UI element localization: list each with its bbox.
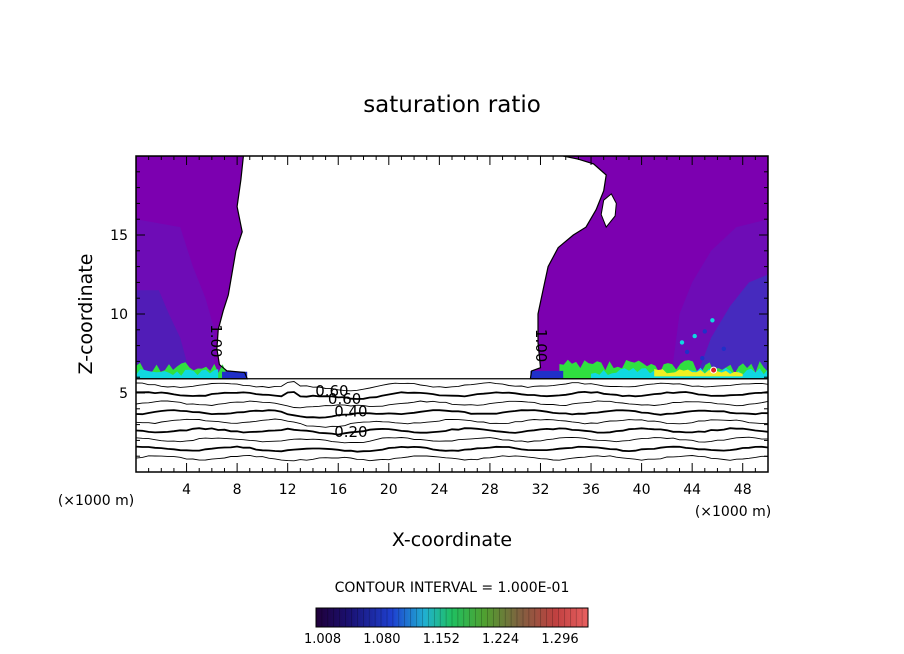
contour-line <box>136 400 768 409</box>
x-tick-label: 8 <box>233 482 242 498</box>
saturation-speckle <box>721 346 726 351</box>
x-axis-unit-left: (×1000 m) <box>58 493 134 509</box>
colorbar <box>315 607 589 628</box>
saturation-speckle <box>692 333 697 339</box>
contour-line <box>136 390 768 400</box>
x-axis-unit-right: (×1000 m) <box>695 504 771 520</box>
contour-line <box>136 445 768 453</box>
x-axis-ticks: 4 8 12 16 20 24 28 32 36 40 44 48 <box>148 156 756 498</box>
saturation-speckle <box>700 356 705 361</box>
subsaturated-contour-lines <box>136 378 768 462</box>
contour-line <box>136 381 768 392</box>
cyan-band-left <box>136 369 219 379</box>
contour-line <box>136 418 768 428</box>
x-tick-label: 32 <box>532 482 550 498</box>
contour-line <box>136 409 768 419</box>
blue-band-left <box>222 371 248 378</box>
chart-title: saturation ratio <box>363 92 541 118</box>
y-axis-ticks: 5 10 15 <box>110 171 768 457</box>
shade-right-inner <box>698 274 768 371</box>
saturation-speckle <box>679 340 685 345</box>
colorbar-tick-label: 1.080 <box>363 632 400 647</box>
x-tick-label: 44 <box>683 482 701 498</box>
contour-label: 1.00 <box>207 324 225 357</box>
y-tick-label: 15 <box>110 228 128 244</box>
x-tick-label: 4 <box>182 482 191 498</box>
blue-band-right <box>530 370 564 378</box>
contour-1-00-left <box>136 156 249 380</box>
x-tick-label: 28 <box>481 482 499 498</box>
x-tick-label: 16 <box>329 482 347 498</box>
saturation-speckle <box>702 329 707 334</box>
contour-label: 0.20 <box>334 423 367 441</box>
contour-label: 0.60 <box>328 390 361 408</box>
colorbar-tick-label: 1.152 <box>423 632 460 647</box>
contour-line <box>136 427 768 436</box>
y-tick-label: 10 <box>110 307 128 323</box>
y-axis-title: Z-coordinate <box>75 254 97 375</box>
colorbar-tick-label: 1.008 <box>304 632 341 647</box>
x-tick-label: 12 <box>279 482 297 498</box>
red-spot <box>710 366 718 374</box>
shade-left-inner <box>136 290 190 371</box>
x-tick-label: 36 <box>582 482 600 498</box>
yellow-band-right <box>654 369 743 377</box>
y-tick-label: 5 <box>119 386 128 402</box>
contour-label: 0.60 <box>315 382 348 400</box>
x-tick-label: 20 <box>380 482 398 498</box>
x-tick-label: 40 <box>633 482 651 498</box>
colorbar-bands <box>321 608 583 627</box>
x-tick-label: 24 <box>430 482 448 498</box>
colorbar-tick-label: 1.224 <box>482 632 519 647</box>
colorbar-tick-labels: 1.008 1.080 1.152 1.224 1.296 <box>304 632 579 647</box>
contour-label: 0.40 <box>334 403 367 421</box>
x-axis-title: X-coordinate <box>392 529 512 551</box>
contour-label-layer: 1.00 1.000.600.600.400.20 <box>207 324 550 441</box>
contour-interval-label: CONTOUR INTERVAL = 1.000E-01 <box>335 580 570 596</box>
colorbar-gradient <box>315 607 589 628</box>
contour-label: 1.00 <box>532 329 550 362</box>
supersaturated-fill-layer <box>136 156 768 380</box>
colorbar-tick-label: 1.296 <box>541 632 578 647</box>
contour-line <box>136 454 768 462</box>
saturation-speckle <box>710 318 715 323</box>
x-tick-label: 48 <box>734 482 752 498</box>
contour-line <box>136 436 768 444</box>
subsaturated-pocket <box>600 193 617 229</box>
plot-area <box>136 156 768 462</box>
saturation-speckle <box>684 349 690 355</box>
